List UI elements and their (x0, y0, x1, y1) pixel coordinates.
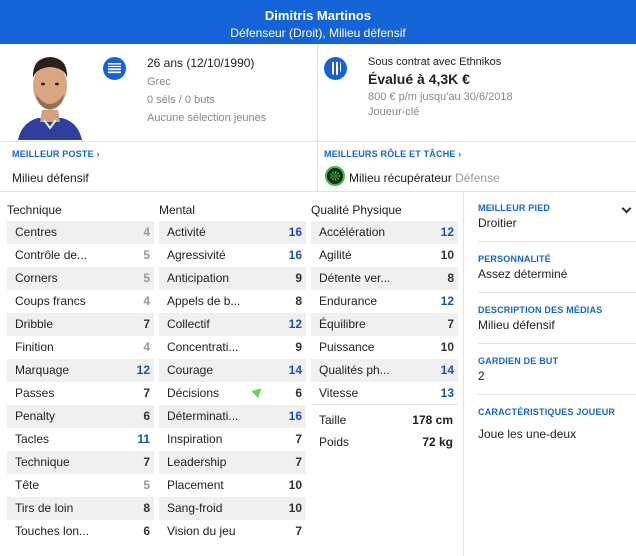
attr-row-composure[interactable]: Sang-froid 10 (159, 497, 306, 520)
side-divider (478, 241, 636, 242)
preferred-foot: MEILLEUR PIED Droitier (478, 203, 550, 230)
role-icon (325, 166, 345, 186)
attr-row-leadership[interactable]: Leadership 7 (159, 451, 306, 474)
attr-row-determination[interactable]: Déterminati... 16 (159, 405, 306, 428)
attr-row-corners[interactable]: Corners 5 (7, 267, 154, 290)
side-divider (478, 394, 636, 395)
height-value: 178 cm (412, 413, 453, 427)
attr-row-heading[interactable]: Tête 5 (15, 478, 150, 492)
physical-heading: Qualité Physique (311, 203, 402, 217)
weight-row: Poids 72 kg (319, 435, 453, 451)
squad-status: Joueur-clé (368, 106, 420, 118)
attr-row-long-throws[interactable]: Touches lon... 6 (15, 524, 150, 538)
preferred-foot-value: Droitier (478, 216, 517, 230)
player-youth-caps: Aucune sélection jeunes (147, 112, 267, 124)
player-info-panel: 26 ans (12/10/1990) Grec 0 séls / 0 buts… (0, 44, 636, 142)
attr-row-penalty[interactable]: Penalty 6 (7, 405, 154, 428)
roles-divider (317, 142, 318, 192)
attr-row-stamina[interactable]: Endurance 12 (319, 294, 454, 308)
side-panel: MEILLEUR PIED Droitier PERSONNALITÉ Asse… (463, 192, 636, 556)
player-age: 26 ans (12/10/1990) (147, 56, 255, 70)
media-description-value: Milieu défensif (478, 318, 555, 332)
player-name: Dimitris Martinos (264, 8, 372, 23)
attr-row-positioning[interactable]: Placement 10 (167, 478, 302, 492)
media-description-label: DESCRIPTION DES MÉDIAS (478, 305, 603, 315)
player-caps: 0 séls / 0 buts (147, 94, 215, 106)
player-positions: Défenseur (Droit), Milieu défensif (230, 26, 406, 40)
attr-row-natural-fitness[interactable]: Qualités ph... 14 (311, 359, 458, 382)
side-divider (478, 292, 636, 293)
height-row: Taille 178 cm (319, 413, 453, 429)
attr-row-aggression[interactable]: Agressivité 16 (167, 248, 302, 262)
attr-row-finishing[interactable]: Finition 4 (15, 340, 150, 354)
media-description: DESCRIPTION DES MÉDIAS Milieu défensif (478, 305, 602, 332)
attr-row-long-shots[interactable]: Tirs de loin 8 (7, 497, 154, 520)
player-traits-label: CARACTÉRISTIQUES JOUEUR (478, 407, 616, 417)
attr-row-acceleration[interactable]: Accélération 12 (311, 221, 458, 244)
best-role-value: Milieu récupérateur Défense (349, 171, 500, 185)
side-divider (478, 343, 636, 344)
attr-row-bravery[interactable]: Courage 14 (159, 359, 306, 382)
arrow-up-icon (251, 384, 265, 399)
contract-club[interactable]: Sous contrat avec Ethnikos (368, 56, 502, 68)
goalkeeper-label: GARDIEN DE BUT (478, 356, 559, 366)
goalkeeper: GARDIEN DE BUT 2 (478, 356, 558, 383)
attr-row-free-kicks[interactable]: Coups francs 4 (15, 294, 150, 308)
attr-row-anticipation[interactable]: Anticipation 9 (159, 267, 306, 290)
player-photo (16, 48, 84, 140)
attr-row-teamwork[interactable]: Collectif 12 (159, 313, 306, 336)
attr-row-off-the-ball[interactable]: Appels de b... 8 (167, 294, 302, 308)
best-role-duty: Défense (455, 171, 500, 185)
player-header: Dimitris Martinos Défenseur (Droit), Mil… (0, 0, 636, 44)
attr-row-marking[interactable]: Marquage 12 (7, 359, 154, 382)
info-divider (317, 44, 318, 142)
attr-row-centres[interactable]: Centres 4 (7, 221, 154, 244)
best-role-name: Milieu récupérateur (349, 171, 452, 185)
attr-row-vision[interactable]: Vision du jeu 7 (167, 524, 302, 538)
height-label: Taille (319, 413, 347, 427)
attr-row-flair[interactable]: Inspiration 7 (167, 432, 302, 446)
attr-row-balance[interactable]: Équilibre 7 (311, 313, 458, 336)
physical-divider (311, 404, 458, 405)
weight-value: 72 kg (422, 435, 453, 449)
attr-row-work-rate[interactable]: Activité 16 (159, 221, 306, 244)
attr-row-passing[interactable]: Passes 7 (15, 386, 150, 400)
best-position-value: Milieu défensif (12, 171, 89, 185)
greece-flag-icon[interactable] (103, 57, 126, 80)
player-value: Évalué à 4,3K € (368, 71, 470, 87)
chevron-down-icon[interactable] (621, 203, 632, 214)
player-traits-value: Joue les une-deux (478, 427, 577, 441)
player-traits: CARACTÉRISTIQUES JOUEUR Joue les une-deu… (478, 407, 615, 441)
best-role-label[interactable]: MEILLEURS RÔLE ET TÂCHE › (324, 149, 462, 159)
attr-row-jumping[interactable]: Détente ver... 8 (311, 267, 458, 290)
goalkeeper-value: 2 (478, 369, 485, 383)
attr-row-decisions[interactable]: Décisions 6 (167, 384, 302, 400)
technique-heading: Technique (7, 203, 62, 217)
attr-row-strength[interactable]: Puissance 10 (319, 340, 454, 354)
best-position-label[interactable]: MEILLEUR POSTE › (12, 149, 100, 159)
attr-row-pace[interactable]: Vitesse 13 (319, 386, 454, 400)
preferred-foot-label: MEILLEUR PIED (478, 203, 551, 213)
personality: PERSONNALITÉ Assez déterminé (478, 254, 567, 281)
player-wage: 800 € p/m jusqu'au 30/6/2018 (368, 91, 513, 103)
attr-row-technique[interactable]: Technique 7 (7, 451, 154, 474)
attr-row-concentration[interactable]: Concentrati... 9 (167, 340, 302, 354)
weight-label: Poids (319, 435, 350, 449)
attr-row-tackling[interactable]: Tacles 11 (15, 432, 150, 446)
mental-heading: Mental (159, 203, 196, 217)
roles-panel: MEILLEUR POSTE › Milieu défensif MEILLEU… (0, 142, 636, 192)
personality-label: PERSONNALITÉ (478, 254, 551, 264)
personality-value: Assez déterminé (478, 267, 568, 281)
player-nationality: Grec (147, 76, 171, 88)
attr-row-first-touch[interactable]: Contrôle de... 5 (15, 248, 150, 262)
attr-row-dribbling[interactable]: Dribble 7 (7, 313, 154, 336)
attr-row-agility[interactable]: Agilité 10 (319, 248, 454, 262)
ethnikos-badge-icon[interactable] (324, 57, 347, 80)
